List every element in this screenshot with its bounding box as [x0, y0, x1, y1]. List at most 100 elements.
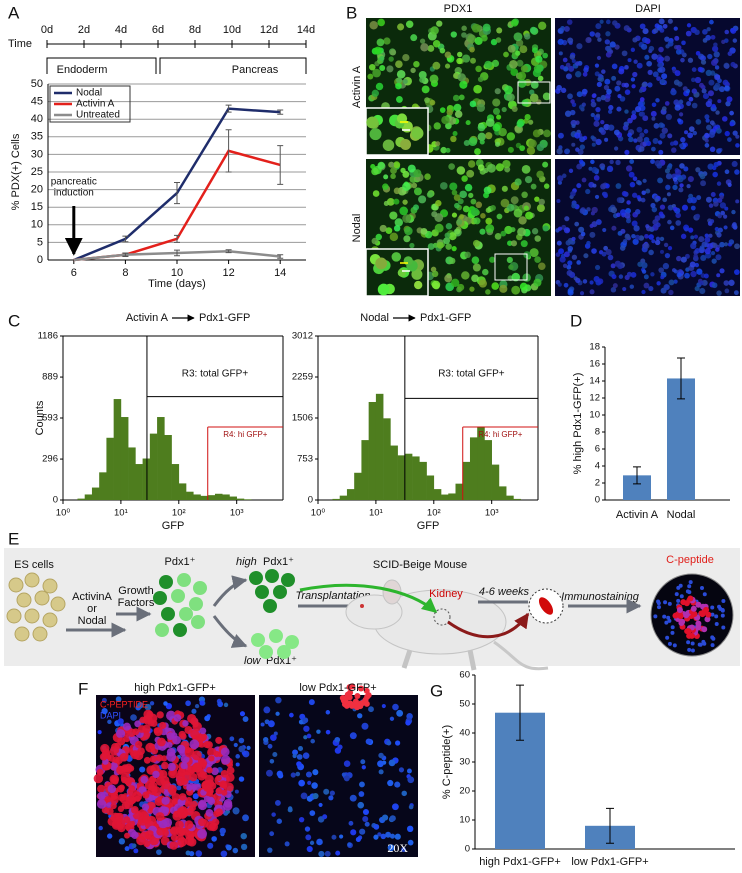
cell — [507, 146, 514, 153]
cell — [530, 81, 539, 89]
y-tick-label: 30 — [459, 757, 470, 768]
stained-cell — [190, 729, 200, 739]
cell — [610, 263, 616, 269]
nucleus — [239, 711, 246, 717]
cell — [373, 46, 382, 55]
stained-cell — [166, 741, 173, 749]
cell — [483, 167, 489, 174]
nucleus — [298, 816, 305, 823]
nucleus — [106, 833, 113, 839]
cell — [457, 73, 466, 82]
cell — [636, 195, 641, 200]
cell — [719, 268, 725, 274]
x-tick-label: 10 — [171, 267, 183, 279]
cell — [643, 282, 650, 289]
y-tick-label: 14 — [589, 376, 600, 387]
cell — [558, 248, 565, 255]
nucleus — [263, 706, 271, 714]
cell — [439, 47, 446, 54]
error-bar — [174, 249, 180, 257]
cell — [700, 55, 706, 62]
cell — [715, 247, 720, 252]
cell — [411, 268, 423, 280]
stained-cell — [137, 725, 146, 733]
gate-label: R3: total GFP+ — [182, 369, 249, 380]
cell — [631, 220, 638, 227]
cell — [393, 161, 401, 169]
nucleus — [711, 636, 716, 641]
stained-cell — [221, 789, 228, 796]
cell — [580, 231, 586, 237]
cell — [604, 39, 611, 45]
cell — [434, 213, 444, 222]
cell — [510, 196, 519, 205]
nucleus — [339, 834, 344, 839]
cell — [393, 198, 400, 205]
histogram-bar — [91, 487, 100, 500]
pdx1-cell — [153, 591, 167, 605]
nucleus — [401, 847, 406, 853]
panel-label: F — [78, 679, 88, 698]
phase-bracket — [46, 57, 157, 74]
cell — [695, 119, 702, 125]
cell — [537, 75, 544, 82]
y-axis-label: % C-peptide(+) — [441, 725, 453, 799]
nucleus — [204, 715, 211, 722]
cell — [419, 76, 426, 83]
stained-cell — [177, 837, 187, 847]
cell — [591, 206, 598, 214]
cell — [627, 132, 632, 138]
stained-cell — [190, 717, 199, 726]
cell — [382, 139, 395, 151]
cell — [517, 71, 527, 81]
cell — [639, 111, 646, 117]
cell — [500, 198, 510, 208]
cell — [605, 31, 611, 37]
error-bar — [277, 109, 284, 115]
cell — [490, 38, 498, 46]
cell — [506, 93, 515, 102]
cell — [722, 79, 729, 86]
stained-cell — [128, 785, 136, 792]
cell — [579, 291, 585, 296]
cell — [498, 127, 507, 137]
cell — [589, 289, 595, 295]
nucleus — [305, 771, 312, 778]
stained-cell — [701, 626, 708, 633]
pdx1-cell — [155, 623, 169, 637]
cell — [724, 288, 730, 294]
cell — [622, 238, 628, 244]
nucleus — [387, 779, 394, 787]
cell — [562, 263, 568, 268]
nucleus — [322, 814, 328, 820]
stained-cell — [705, 611, 712, 618]
cell — [611, 225, 617, 231]
gate-label: R3: total GFP+ — [438, 369, 505, 380]
cell — [534, 196, 540, 202]
y-axis-label: % PDX(+) Cells — [10, 133, 22, 210]
cell — [632, 71, 638, 78]
cell — [519, 45, 528, 54]
cell — [723, 225, 728, 230]
stained-cell — [140, 775, 148, 784]
nucleus — [328, 795, 334, 801]
cell — [701, 88, 707, 94]
cell — [377, 161, 385, 170]
nucleus — [316, 729, 321, 734]
cell — [369, 63, 376, 71]
cell — [557, 180, 562, 185]
cell — [653, 123, 660, 129]
y-axis-label: % high Pdx1-GFP(+) — [572, 373, 584, 475]
cell — [474, 36, 483, 45]
cell — [590, 112, 595, 118]
cell — [651, 239, 656, 244]
cell — [566, 269, 573, 276]
cell — [604, 78, 611, 85]
cell — [411, 182, 418, 189]
es-cell — [32, 626, 48, 642]
stained-cell — [189, 773, 198, 782]
nucleus — [710, 605, 715, 610]
cell — [389, 232, 399, 242]
nucleus — [220, 850, 228, 858]
